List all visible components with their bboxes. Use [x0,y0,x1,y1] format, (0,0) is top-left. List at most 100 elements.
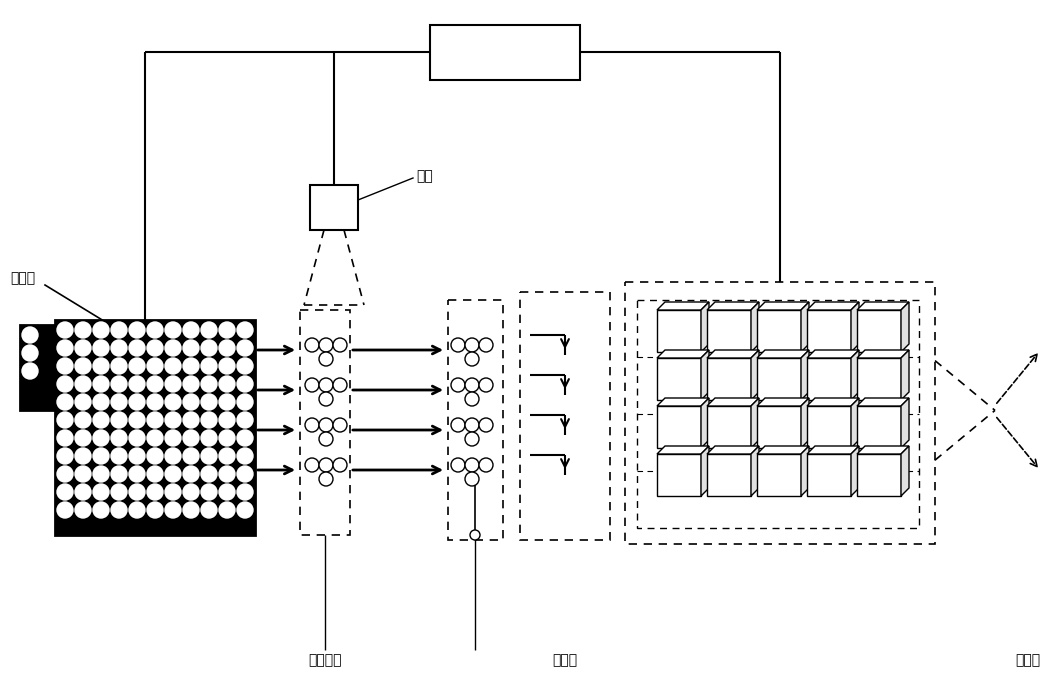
Polygon shape [757,398,808,406]
Circle shape [147,358,163,374]
Circle shape [465,338,479,352]
Polygon shape [901,302,909,352]
Circle shape [93,466,109,482]
Circle shape [75,340,91,356]
Circle shape [183,502,200,518]
Circle shape [201,484,217,500]
Circle shape [452,338,465,352]
Circle shape [219,394,235,410]
Polygon shape [657,446,709,454]
Circle shape [57,322,74,338]
Circle shape [219,340,235,356]
Bar [310,185,358,230]
Bar [707,454,751,496]
Circle shape [129,430,145,446]
Circle shape [165,376,181,392]
Polygon shape [857,302,909,310]
Circle shape [57,448,74,464]
Polygon shape [901,350,909,400]
Bar [757,406,801,448]
Circle shape [237,340,253,356]
Circle shape [147,484,163,500]
Polygon shape [807,302,859,310]
Polygon shape [701,350,709,400]
Circle shape [219,412,235,428]
Circle shape [470,530,480,540]
Polygon shape [757,446,808,454]
Circle shape [183,340,200,356]
Bar [430,25,580,80]
Circle shape [237,412,253,428]
Circle shape [93,340,109,356]
Circle shape [183,448,200,464]
Circle shape [93,448,109,464]
Circle shape [465,472,479,486]
Circle shape [111,448,127,464]
Circle shape [319,392,333,406]
Circle shape [304,418,319,432]
Bar [807,454,851,496]
Circle shape [237,484,253,500]
Polygon shape [901,446,909,496]
Polygon shape [901,398,909,448]
Circle shape [111,502,127,518]
Text: 支货品流: 支货品流 [309,653,341,667]
Bar [20,325,60,410]
Bar [807,358,851,400]
Bar [637,300,919,528]
Bar [657,310,701,352]
Circle shape [237,358,253,374]
Circle shape [201,394,217,410]
Circle shape [183,376,200,392]
Circle shape [165,322,181,338]
Circle shape [183,322,200,338]
Circle shape [183,412,200,428]
Circle shape [465,432,479,446]
Circle shape [165,358,181,374]
Polygon shape [807,398,859,406]
Bar [857,406,901,448]
Polygon shape [850,302,859,352]
Circle shape [129,340,145,356]
Circle shape [304,458,319,472]
Circle shape [201,376,217,392]
Circle shape [201,502,217,518]
Circle shape [465,458,479,472]
Circle shape [165,394,181,410]
Polygon shape [701,302,709,352]
Circle shape [219,322,235,338]
Circle shape [304,378,319,392]
Circle shape [219,358,235,374]
Circle shape [201,412,217,428]
Circle shape [129,322,145,338]
Circle shape [75,484,91,500]
Circle shape [237,448,253,464]
Circle shape [465,418,479,432]
Circle shape [165,340,181,356]
Polygon shape [657,302,709,310]
Circle shape [237,394,253,410]
Circle shape [57,430,74,446]
Circle shape [57,376,74,392]
Circle shape [147,430,163,446]
Polygon shape [850,350,859,400]
Text: 货品流: 货品流 [10,271,35,285]
Circle shape [465,392,479,406]
Circle shape [75,502,91,518]
Circle shape [57,394,74,410]
Circle shape [147,322,163,338]
Circle shape [479,418,493,432]
Circle shape [452,418,465,432]
Circle shape [219,484,235,500]
Polygon shape [757,302,808,310]
Bar [757,310,801,352]
Polygon shape [701,446,709,496]
Text: 计数: 计数 [416,169,433,183]
Circle shape [75,358,91,374]
Polygon shape [850,398,859,448]
Circle shape [219,376,235,392]
Circle shape [129,484,145,500]
Polygon shape [751,398,759,448]
Circle shape [479,458,493,472]
Polygon shape [707,398,759,406]
